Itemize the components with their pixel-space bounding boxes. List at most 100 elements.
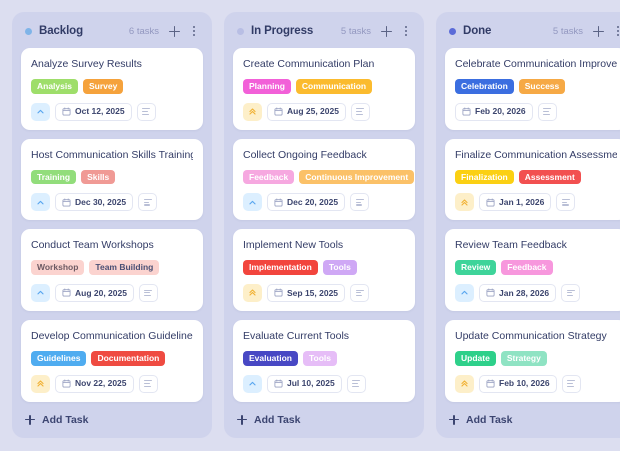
- task-due-date[interactable]: Jan 1, 2026: [479, 193, 552, 212]
- task-description-button[interactable]: [350, 102, 370, 121]
- task-card[interactable]: Collect Ongoing Feedback Feedback Continuo…: [233, 138, 415, 221]
- task-tag: Finalization: [455, 169, 514, 185]
- task-tag: Guidelines: [31, 351, 87, 366]
- column-menu-button[interactable]: [399, 24, 412, 38]
- task-card-title: Collect Ongoing Feedback: [243, 148, 367, 161]
- task-due-date[interactable]: Nov 22, 2025: [55, 374, 134, 393]
- task-due-date-text: Nov 22, 2025: [75, 378, 127, 389]
- priority-double-chevron-up-icon[interactable]: [243, 283, 262, 302]
- task-due-date-text: Jul 10, 2025: [287, 378, 335, 389]
- task-tag-list: Guidelines Documentation: [31, 351, 193, 366]
- add-task-label: Add Task: [42, 413, 89, 426]
- task-due-date[interactable]: Feb 10, 2026: [479, 374, 557, 393]
- priority-double-chevron-up-icon[interactable]: [455, 193, 474, 212]
- priority-chevron-up-icon[interactable]: [31, 193, 50, 212]
- add-task-button[interactable]: Add Task: [445, 411, 620, 430]
- task-card[interactable]: Update Communication Strategy Update Strat…: [445, 319, 620, 402]
- column-title: Backlog: [39, 25, 84, 37]
- task-card[interactable]: Create Communication Plan Planning Communi…: [233, 48, 415, 130]
- task-tag-list: Feedback Continuous Improvement: [243, 169, 415, 185]
- task-card[interactable]: Finalize Communication Assessment Finaliz…: [445, 138, 620, 221]
- task-card[interactable]: Develop Communication Guidelines Guidelin…: [21, 319, 203, 402]
- calendar-icon: [274, 379, 283, 388]
- more-vertical-icon: [404, 26, 407, 36]
- more-vertical-icon: [616, 26, 619, 36]
- task-description-button[interactable]: [350, 283, 370, 302]
- priority-double-chevron-up-icon[interactable]: [455, 374, 474, 393]
- add-task-button[interactable]: Add Task: [21, 411, 203, 430]
- task-due-date[interactable]: Dec 20, 2025: [267, 193, 346, 212]
- task-due-date[interactable]: Aug 25, 2025: [267, 102, 346, 121]
- column-add-task-button[interactable]: [168, 24, 181, 38]
- description-lines-icon: [144, 289, 153, 297]
- description-lines-icon: [356, 108, 365, 115]
- task-tag: Workshop: [31, 260, 85, 275]
- priority-chevron-up-icon[interactable]: [455, 283, 474, 302]
- task-tag: Training: [31, 169, 77, 185]
- add-task-label: Add Task: [254, 413, 301, 426]
- description-lines-icon: [566, 289, 575, 297]
- task-tag: Feedback: [501, 260, 553, 275]
- task-description-button[interactable]: [136, 102, 156, 121]
- task-card-title: Update Communication Strategy: [455, 329, 607, 342]
- description-lines-icon: [144, 380, 153, 387]
- priority-chevron-up-icon[interactable]: [31, 283, 50, 302]
- task-due-date[interactable]: Feb 20, 2026: [455, 102, 533, 121]
- task-description-button[interactable]: [561, 374, 581, 393]
- task-description-button[interactable]: [556, 193, 576, 212]
- column-menu-button[interactable]: [611, 24, 620, 38]
- task-meta-row: Jan 1, 2026: [455, 193, 617, 212]
- task-tag-list: Finalization Assessment: [455, 169, 617, 185]
- priority-chevron-up-icon[interactable]: [243, 374, 262, 393]
- task-card[interactable]: Evaluate Current Tools Evaluation Tools Jul…: [233, 319, 415, 402]
- task-card[interactable]: Analyze Survey Results Analysis Survey Oct …: [21, 48, 203, 130]
- task-tag: Tools: [322, 260, 357, 275]
- task-card[interactable]: Review Team Feedback Review Feedback Jan 28…: [445, 229, 620, 311]
- task-description-button[interactable]: [561, 283, 581, 302]
- task-tag-list: Workshop Team Building: [31, 260, 193, 275]
- task-due-date[interactable]: Jan 28, 2026: [479, 283, 557, 302]
- task-due-date[interactable]: Sep 15, 2025: [267, 283, 346, 302]
- task-tag-list: Implementation Tools: [243, 260, 405, 275]
- task-card[interactable]: Celebrate Communication Improvements Cele…: [445, 48, 620, 130]
- task-due-date-text: Sep 15, 2025: [287, 287, 339, 298]
- task-description-button[interactable]: [346, 374, 366, 393]
- task-due-date[interactable]: Jul 10, 2025: [267, 374, 342, 393]
- task-description-button[interactable]: [138, 374, 158, 393]
- task-description-button[interactable]: [350, 193, 370, 212]
- add-task-button[interactable]: Add Task: [233, 411, 415, 430]
- column-header: Done 5 tasks: [445, 21, 620, 39]
- task-card-title: Evaluate Current Tools: [243, 329, 350, 342]
- task-tag-list: Review Feedback: [455, 260, 617, 275]
- task-card[interactable]: Implement New Tools Implementation Tools Se…: [233, 229, 415, 311]
- priority-double-chevron-up-icon[interactable]: [31, 374, 50, 393]
- task-due-date[interactable]: Dec 30, 2025: [55, 193, 134, 212]
- task-tag: Review: [455, 260, 497, 275]
- column-status-dot-icon: [237, 27, 244, 35]
- task-tag-list: Celebration Success: [455, 79, 617, 94]
- column-task-count: 5 tasks: [552, 25, 583, 37]
- column-menu-button[interactable]: [187, 24, 200, 38]
- priority-double-chevron-up-icon[interactable]: [243, 102, 262, 121]
- column-add-task-button[interactable]: [592, 24, 605, 38]
- column-add-task-button[interactable]: [380, 24, 393, 38]
- task-meta-row: Aug 25, 2025: [243, 102, 405, 121]
- task-description-button[interactable]: [537, 102, 557, 121]
- task-due-date[interactable]: Oct 12, 2025: [55, 102, 132, 121]
- task-tag: Assessment: [518, 169, 581, 185]
- task-description-button[interactable]: [138, 193, 158, 212]
- task-description-button[interactable]: [138, 283, 158, 302]
- task-due-date[interactable]: Aug 20, 2025: [55, 283, 134, 302]
- plus-icon: [237, 414, 247, 425]
- description-lines-icon: [543, 108, 552, 115]
- task-card-title: Conduct Team Workshops: [31, 239, 154, 252]
- column-header: Backlog 6 tasks: [21, 21, 203, 39]
- task-card[interactable]: Conduct Team Workshops Workshop Team Build…: [21, 229, 203, 311]
- task-card[interactable]: Host Communication Skills Training Traini…: [21, 138, 203, 221]
- more-vertical-icon: [192, 26, 195, 36]
- priority-chevron-up-icon[interactable]: [31, 102, 50, 121]
- priority-chevron-up-icon[interactable]: [243, 193, 262, 212]
- task-tag: Continuous Improvement: [299, 169, 415, 185]
- task-due-date-text: Dec 20, 2025: [287, 197, 339, 207]
- task-card-title: Analyze Survey Results: [31, 58, 142, 70]
